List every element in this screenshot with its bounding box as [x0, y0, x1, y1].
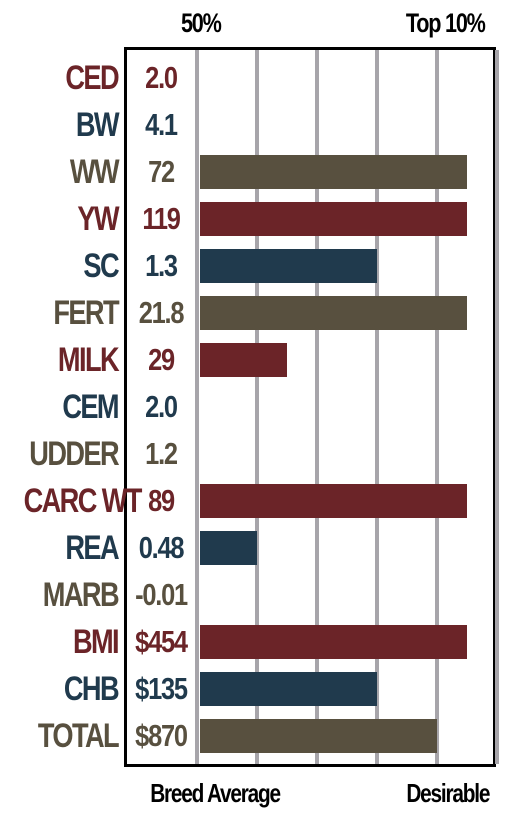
trait-bar	[200, 296, 467, 330]
trait-bar	[200, 155, 467, 189]
trait-label: REA	[65, 529, 119, 567]
trait-label: SC	[83, 247, 119, 285]
trait-value: 72	[148, 154, 175, 189]
gridline	[315, 50, 319, 764]
trait-bar	[200, 343, 287, 377]
trait-label: CED	[65, 59, 119, 97]
trait-value: $135	[135, 671, 188, 706]
trait-value: 4.1	[145, 107, 178, 142]
trait-value: 89	[148, 483, 175, 518]
footer-desirable-label: Desirable	[406, 778, 490, 808]
gridline	[495, 50, 499, 764]
trait-value: -0.01	[135, 577, 188, 612]
trait-value: 21.8	[138, 295, 185, 330]
trait-value: 2.0	[145, 60, 178, 95]
trait-bar	[200, 531, 257, 565]
gridline	[435, 50, 439, 764]
trait-label: BW	[75, 106, 120, 144]
trait-label: WW	[69, 153, 120, 191]
trait-value: 119	[142, 201, 181, 236]
trait-label: MILK	[57, 341, 120, 379]
trait-value: $454	[135, 624, 188, 659]
trait-label: MARB	[42, 576, 120, 614]
trait-label: CHB	[63, 670, 120, 708]
trait-value: 29	[148, 342, 175, 377]
trait-label: YW	[77, 200, 119, 238]
trait-bar	[200, 625, 467, 659]
footer-breed-average-label: Breed Average	[150, 778, 281, 808]
gridline	[375, 50, 379, 764]
trait-label: BMI	[72, 623, 120, 661]
trait-label: FERT	[53, 294, 119, 332]
gridline	[195, 50, 199, 764]
trait-label: CEM	[62, 388, 119, 426]
trait-bar	[200, 719, 437, 753]
trait-label: UDDER	[29, 435, 119, 473]
trait-value: 0.48	[138, 530, 185, 565]
trait-bar	[200, 672, 377, 706]
trait-bar	[200, 484, 467, 518]
trait-value: 2.0	[145, 389, 178, 424]
trait-value: $870	[135, 718, 188, 753]
trait-label: CARC WT	[23, 482, 143, 520]
chart-plot-area	[124, 47, 499, 767]
gridline	[255, 50, 259, 764]
trait-value: 1.2	[145, 436, 178, 471]
trait-label: TOTAL	[37, 717, 120, 755]
trait-bar	[200, 249, 377, 283]
header-top-10-label: Top 10%	[405, 8, 486, 38]
trait-value: 1.3	[145, 248, 178, 283]
trait-bar	[200, 202, 467, 236]
header-50-percent-label: 50%	[180, 8, 222, 38]
